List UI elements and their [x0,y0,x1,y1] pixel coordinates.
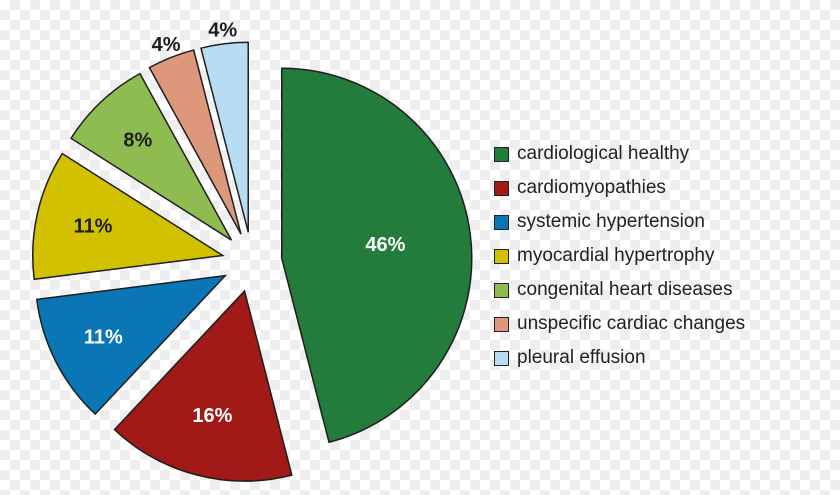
legend-label: congenital heart diseases [517,279,733,300]
legend-swatch [494,282,509,298]
legend-swatch [494,350,509,366]
pie-slice-7 [200,41,249,233]
legend-label: unspecific cardiac changes [517,313,746,334]
slice-label-2: 16% [192,405,232,427]
slice-label-7: 4% [208,20,237,42]
legend-swatch [494,316,509,332]
pie-slice-3 [35,274,228,416]
legend-item: cardiomyopathies [494,171,745,205]
legend-swatch [494,146,509,162]
legend-item: systemic hypertension [494,205,745,239]
slice-label-6: 4% [152,34,181,56]
slice-label-1: 46% [365,234,405,256]
pie-slice-4 [31,152,225,281]
legend-swatch [494,248,509,264]
legend-label: systemic hypertension [517,211,705,232]
chart-legend: cardiological healthy cardiomyopathies sys… [494,137,745,375]
legend-item: congenital heart diseases [494,273,745,307]
slice-label-5: 8% [123,129,152,151]
legend-swatch [494,214,509,230]
slice-label-4: 11% [73,215,112,237]
pie-slice-6 [148,49,242,235]
pie-slice-5 [70,72,233,241]
legend-label: cardiological healthy [517,143,690,164]
legend-item: myocardial hypertrophy [494,239,745,273]
slice-label-3: 11% [84,327,123,349]
legend-item: cardiological healthy [494,137,745,171]
legend-item: unspecific cardiac changes [494,307,745,341]
legend-label: myocardial hypertrophy [517,245,715,266]
legend-item: pleural effusion [494,341,745,375]
pie-slice-2 [113,289,293,482]
legend-label: pleural effusion [517,347,646,368]
pie-slice-1 [281,67,473,444]
legend-label: cardiomyopathies [517,177,666,198]
legend-swatch [494,180,509,196]
